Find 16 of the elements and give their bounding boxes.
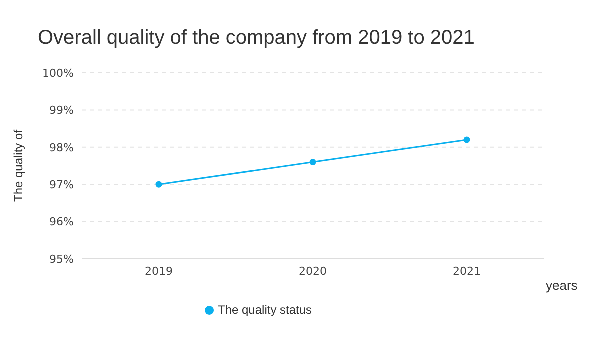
x-tick-label: 2019 — [145, 264, 173, 278]
x-axis-title: years — [546, 278, 578, 293]
chart-title: Overall quality of the company from 2019 to 2021 — [38, 27, 475, 50]
point — [464, 136, 470, 144]
y-tick-label: 99% — [50, 104, 74, 118]
point — [310, 159, 316, 166]
y-tick-label: 96% — [50, 216, 74, 229]
x-tick-label: 2020 — [299, 264, 327, 278]
point — [156, 181, 162, 188]
legend-label: The quality status — [218, 303, 312, 317]
y-tick-label: 97% — [50, 178, 74, 192]
y-tick-label: 98% — [50, 141, 74, 154]
x-tick-label: 2021 — [453, 264, 481, 278]
y-axis-title: The quality of — [11, 129, 26, 202]
y-tick-label: 95% — [50, 252, 74, 266]
y-tick-label: 100% — [42, 66, 74, 80]
